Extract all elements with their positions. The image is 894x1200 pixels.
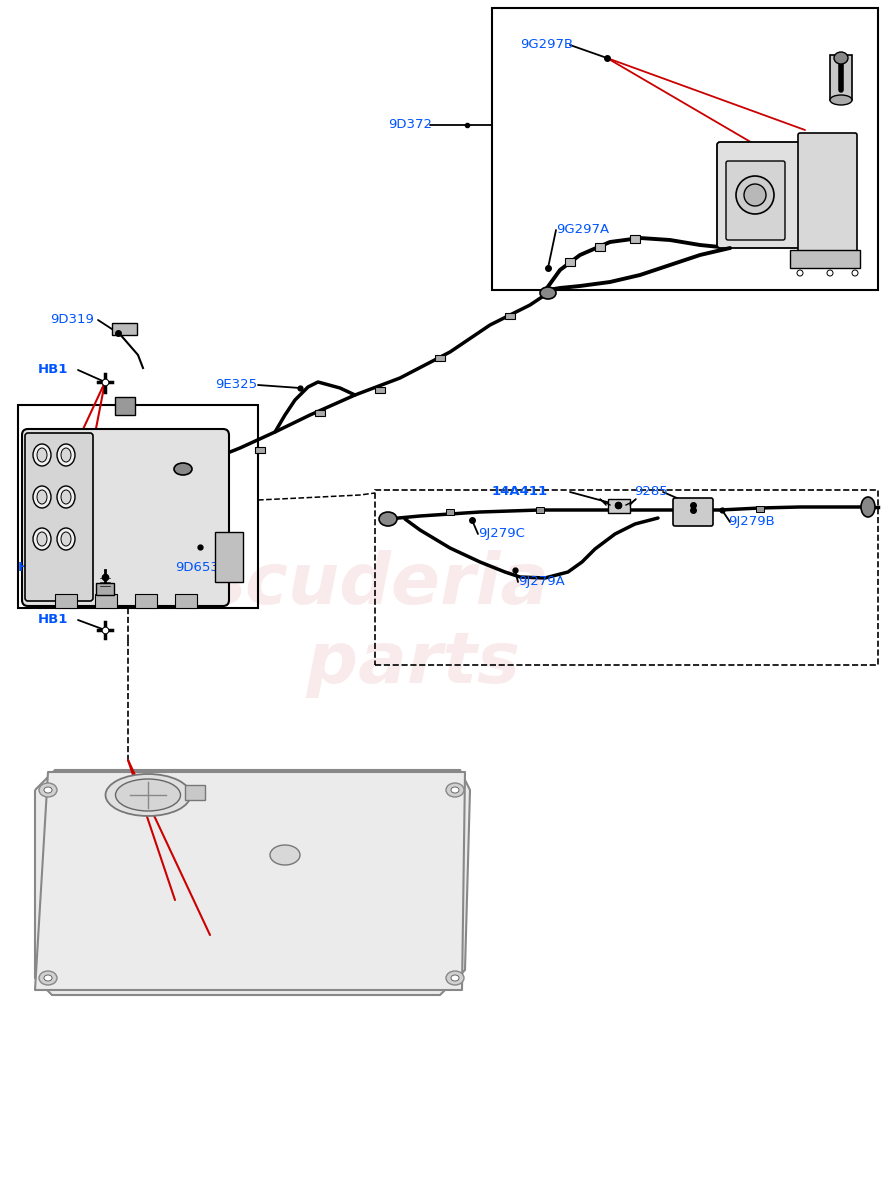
Ellipse shape	[833, 52, 847, 64]
Ellipse shape	[33, 528, 51, 550]
Bar	[504, 313, 514, 319]
Text: 9D653: 9D653	[175, 562, 219, 575]
Ellipse shape	[445, 782, 463, 797]
Text: 9E325: 9E325	[215, 378, 257, 391]
Bar	[375, 490, 877, 665]
Text: 9J279A: 9J279A	[518, 576, 564, 588]
Bar	[492, 8, 877, 290]
Text: 9D319: 9D319	[50, 313, 94, 326]
Ellipse shape	[44, 787, 52, 793]
Bar	[755, 506, 763, 512]
Ellipse shape	[39, 971, 57, 985]
Bar	[175, 594, 197, 608]
Bar	[629, 235, 639, 242]
Bar	[95, 594, 117, 608]
FancyBboxPatch shape	[716, 142, 812, 248]
Bar	[114, 397, 135, 415]
Text: 9J279B: 9J279B	[727, 516, 774, 528]
Bar	[55, 594, 77, 608]
Ellipse shape	[743, 184, 765, 206]
Text: 9G297A: 9G297A	[555, 223, 609, 236]
Bar	[185, 785, 205, 800]
Ellipse shape	[445, 971, 463, 985]
Text: HS1: HS1	[18, 562, 47, 575]
Ellipse shape	[61, 448, 71, 462]
Bar	[829, 55, 851, 100]
Ellipse shape	[33, 444, 51, 466]
Ellipse shape	[378, 512, 397, 526]
Ellipse shape	[539, 287, 555, 299]
Ellipse shape	[173, 463, 192, 475]
Text: 9G297B: 9G297B	[519, 38, 572, 52]
Ellipse shape	[270, 845, 299, 865]
Bar	[375, 386, 384, 392]
Bar	[135, 594, 156, 608]
Ellipse shape	[829, 95, 851, 104]
Text: 9285: 9285	[633, 486, 667, 498]
Text: 9D372: 9D372	[388, 119, 432, 132]
Bar	[112, 323, 137, 335]
Bar	[564, 258, 574, 266]
Ellipse shape	[44, 974, 52, 980]
Ellipse shape	[39, 782, 57, 797]
Ellipse shape	[37, 448, 47, 462]
Ellipse shape	[451, 787, 459, 793]
Ellipse shape	[115, 779, 181, 811]
FancyBboxPatch shape	[22, 428, 229, 606]
Ellipse shape	[37, 532, 47, 546]
Text: HB1: HB1	[38, 613, 68, 626]
Ellipse shape	[735, 176, 773, 214]
Polygon shape	[35, 772, 465, 990]
Text: 14A411: 14A411	[492, 486, 547, 498]
Bar	[215, 532, 243, 582]
Ellipse shape	[860, 497, 874, 517]
Ellipse shape	[61, 490, 71, 504]
FancyBboxPatch shape	[672, 498, 713, 526]
Ellipse shape	[57, 444, 75, 466]
Ellipse shape	[851, 270, 857, 276]
Bar	[255, 446, 265, 452]
Text: scuderia
   parts: scuderia parts	[202, 550, 549, 698]
Text: HB1: HB1	[38, 364, 68, 377]
Ellipse shape	[61, 532, 71, 546]
FancyBboxPatch shape	[725, 161, 784, 240]
Ellipse shape	[57, 528, 75, 550]
FancyBboxPatch shape	[25, 433, 93, 601]
Bar	[96, 583, 114, 595]
Ellipse shape	[797, 270, 802, 276]
Bar	[607, 499, 629, 512]
Bar	[536, 506, 544, 512]
Bar	[18, 404, 257, 608]
PathPatch shape	[35, 770, 469, 995]
FancyBboxPatch shape	[797, 133, 856, 257]
Bar	[595, 242, 604, 251]
Text: 9J279C: 9J279C	[477, 528, 524, 540]
Ellipse shape	[33, 486, 51, 508]
Ellipse shape	[826, 270, 832, 276]
Bar	[789, 250, 859, 268]
Ellipse shape	[451, 974, 459, 980]
Ellipse shape	[105, 774, 190, 816]
Ellipse shape	[57, 486, 75, 508]
Bar	[315, 410, 325, 416]
Ellipse shape	[37, 490, 47, 504]
Bar	[434, 355, 444, 361]
Bar	[445, 509, 453, 515]
